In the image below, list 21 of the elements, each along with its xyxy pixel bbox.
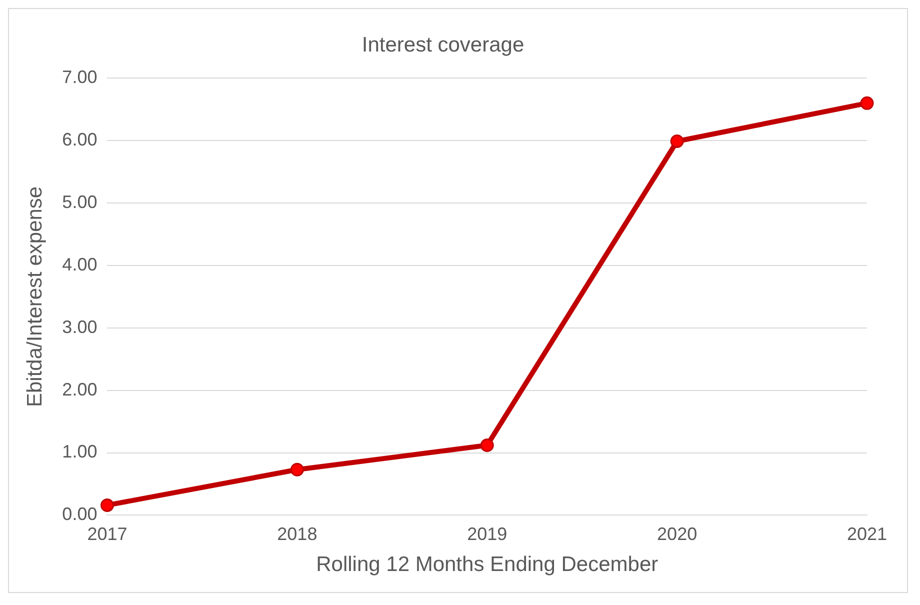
y-tick-label: 7.00	[62, 67, 98, 88]
point	[670, 134, 684, 148]
point	[860, 96, 874, 110]
x-tick-label: 2019	[467, 524, 508, 544]
y-tick-label: 0.00	[62, 504, 98, 524]
y-tick-label: 3.00	[62, 316, 98, 337]
y-axis-title: Ebitda/Interest expense	[23, 186, 46, 408]
y-tick-label: 4.00	[62, 254, 98, 274]
x-tick-label: 2018	[277, 524, 318, 544]
y-tick-label: 2.00	[62, 379, 98, 400]
point	[290, 462, 304, 476]
point	[100, 498, 114, 512]
x-tick-label: 2020	[657, 524, 698, 544]
y-tick-label: 5.00	[62, 192, 98, 212]
x-tick-label: 2017	[87, 524, 128, 544]
x-tick-label: 2021	[846, 524, 888, 544]
y-tick-label: 6.00	[62, 130, 98, 150]
y-tick-label: 1.00	[62, 442, 98, 462]
point	[480, 438, 494, 452]
chart-title: Interest coverage	[362, 33, 524, 56]
x-axis-title: Rolling 12 Months Ending December	[316, 553, 658, 576]
